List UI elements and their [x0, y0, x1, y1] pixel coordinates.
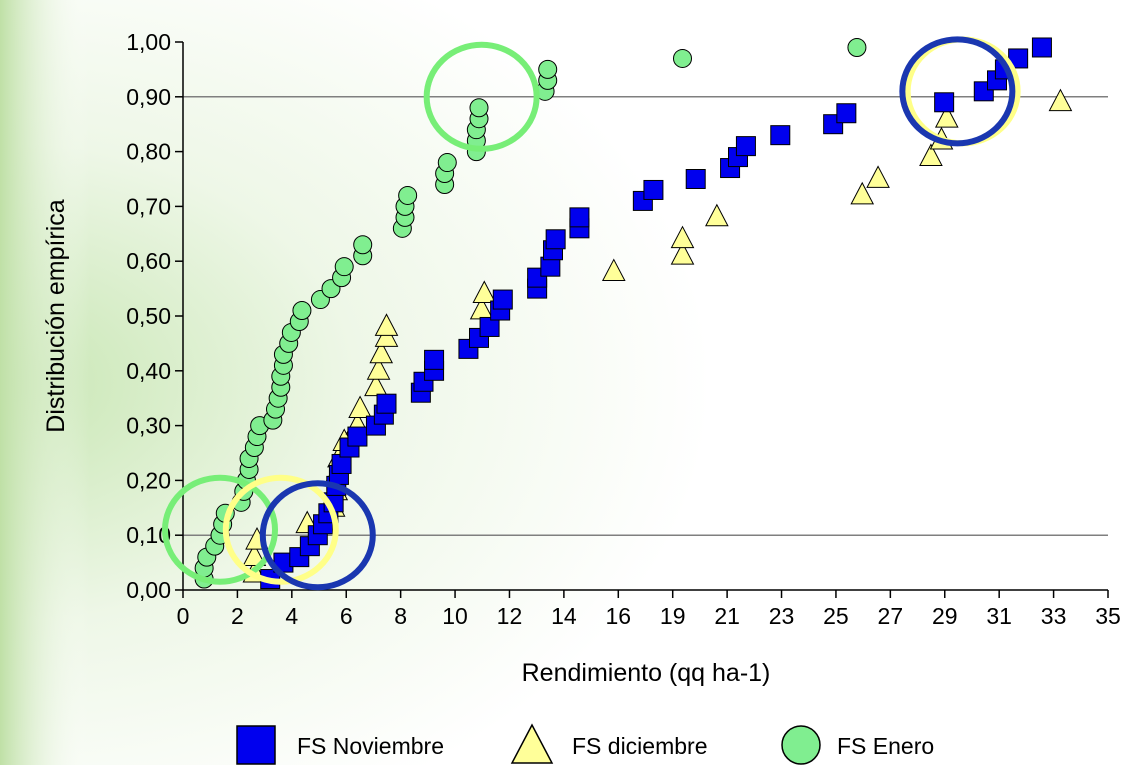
data-point — [670, 242, 695, 265]
data-point — [934, 105, 959, 128]
data-point — [866, 165, 890, 188]
data-point — [705, 203, 729, 227]
data-point — [376, 393, 397, 414]
x-axis-title: Rendimiento (qq ha-1) — [522, 659, 771, 687]
data-point — [850, 181, 875, 205]
highlight-ellipse — [904, 36, 1021, 147]
data-point — [847, 37, 867, 57]
y-axis-title: Distribución empírica — [42, 199, 70, 433]
x-tick-label: 23 — [769, 603, 795, 629]
data-point — [353, 235, 373, 255]
data-point — [836, 103, 857, 124]
y-tick-label: 0,50 — [126, 303, 171, 329]
legend-marker-circle — [781, 725, 821, 765]
x-tick-label: 35 — [1095, 603, 1121, 629]
legend-marker-square — [236, 725, 276, 765]
x-tick-label: 16 — [605, 603, 631, 629]
legend-marker-triangle — [510, 723, 554, 764]
y-tick-label: 0,70 — [126, 193, 171, 219]
data-point — [919, 143, 943, 166]
data-point — [437, 153, 457, 173]
data-point — [292, 301, 312, 321]
highlight-ellipses — [162, 36, 1021, 591]
data-point — [366, 357, 391, 380]
data-point — [469, 98, 489, 118]
y-tick-label: 1,00 — [126, 29, 171, 55]
data-point — [348, 395, 372, 419]
data-point — [670, 225, 695, 249]
data-point — [374, 313, 399, 336]
data-point — [242, 543, 267, 567]
x-tick-label: 31 — [986, 603, 1012, 629]
data-point — [545, 229, 566, 250]
x-tick-label: 10 — [442, 603, 468, 629]
legend-label: FS Noviembre — [297, 733, 444, 759]
x-tick-label: 2 — [231, 603, 244, 629]
x-tick-label: 21 — [714, 603, 740, 629]
x-tick-label: 4 — [285, 603, 298, 629]
y-tick-label: 0,60 — [126, 248, 171, 274]
series-fs-noviembre — [260, 37, 1052, 590]
x-tick-label: 6 — [340, 603, 353, 629]
highlight-ellipse — [259, 480, 376, 591]
data-point — [601, 258, 626, 282]
data-point — [685, 169, 706, 189]
y-tick-label: 0,80 — [126, 139, 171, 165]
data-point — [673, 48, 692, 68]
legend: FS Noviembre FS diciembre FS Enero — [236, 723, 934, 765]
y-tick-label: 0,00 — [126, 577, 171, 603]
highlight-ellipse — [423, 41, 540, 152]
x-tick-label: 14 — [551, 603, 577, 629]
data-point — [347, 426, 368, 447]
data-point — [934, 92, 955, 113]
highlight-ellipse — [899, 36, 1016, 147]
y-tick-label: 0,30 — [126, 413, 171, 439]
x-tick-label: 29 — [932, 603, 958, 629]
data-point — [364, 373, 388, 397]
y-axis-ticks: 0,000,100,200,300,400,500,600,700,800,90… — [126, 29, 183, 603]
data-point — [472, 280, 497, 303]
legend-label: FS Enero — [837, 733, 934, 759]
data-point — [369, 340, 394, 364]
data-point — [1048, 88, 1073, 112]
data-point — [398, 185, 418, 205]
data-point — [424, 349, 445, 370]
y-tick-label: 0,40 — [126, 358, 171, 384]
data-point — [643, 179, 664, 200]
x-axis-ticks: 0 2 4 6 8 10 12 14 16 19 21 23 25 27 29 31 33 35 — [177, 590, 1121, 629]
highlight-ellipse — [162, 474, 278, 585]
data-point — [492, 289, 513, 310]
y-tick-label: 0,20 — [126, 467, 171, 493]
data-point — [770, 125, 791, 146]
data-point — [1031, 37, 1052, 58]
y-tick-label: 0,90 — [126, 84, 171, 110]
data-point — [479, 316, 500, 337]
highlight-ellipse — [222, 474, 339, 585]
x-tick-label: 19 — [660, 603, 686, 629]
reference-lines — [183, 96, 1108, 536]
x-tick-label: 27 — [878, 603, 904, 629]
x-tick-label: 0 — [177, 603, 190, 629]
data-point — [334, 257, 354, 277]
data-point — [735, 136, 756, 157]
data-point — [538, 59, 558, 79]
x-tick-label: 8 — [394, 603, 407, 629]
legend-label: FS diciembre — [572, 733, 707, 759]
x-tick-label: 33 — [1041, 603, 1067, 629]
x-tick-label: 25 — [823, 603, 849, 629]
x-tick-label: 12 — [497, 603, 523, 629]
data-point — [569, 207, 590, 228]
